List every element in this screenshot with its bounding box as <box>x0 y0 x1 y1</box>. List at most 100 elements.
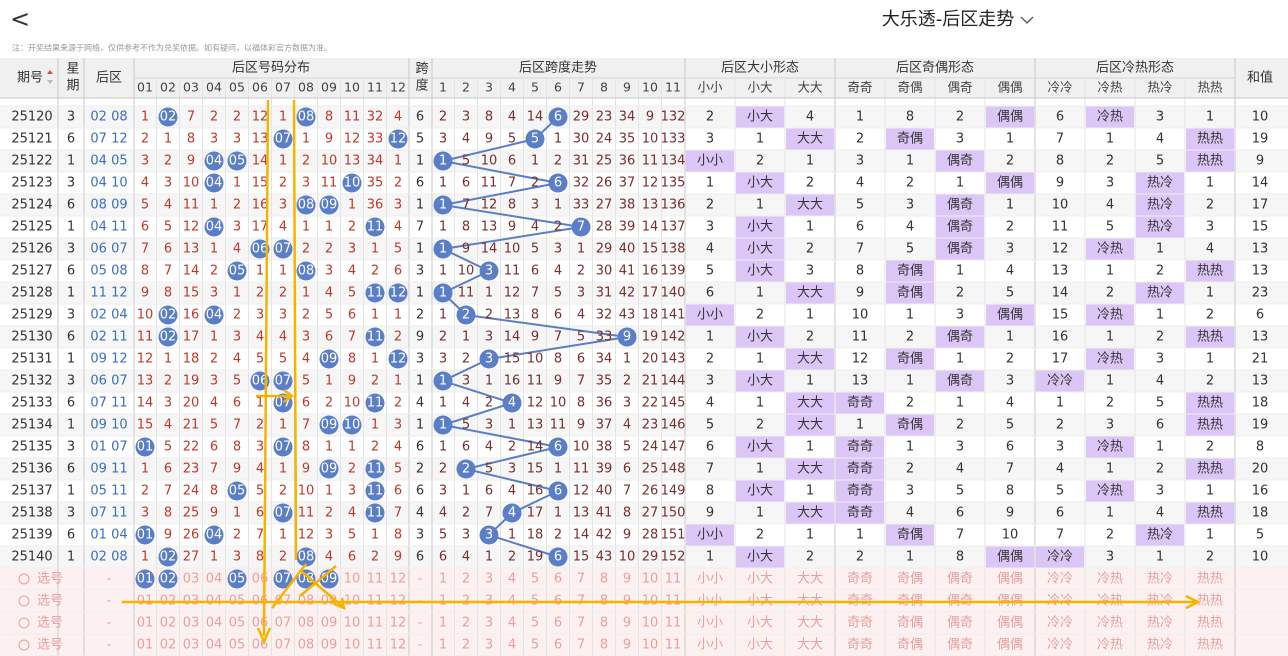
select-number[interactable]: 01 <box>137 638 154 653</box>
select-size[interactable]: 小小 <box>697 638 723 653</box>
select-ch[interactable]: 热冷 <box>1147 572 1173 587</box>
select-span[interactable]: 5 <box>531 638 539 653</box>
select-size[interactable]: 小小 <box>697 572 723 587</box>
select-ch[interactable]: 热冷 <box>1147 616 1173 631</box>
picked-ball[interactable] <box>227 569 247 589</box>
select-oe[interactable]: 奇偶 <box>897 637 923 653</box>
select-oe[interactable]: 偶奇 <box>947 637 973 653</box>
select-ch[interactable]: 冷冷 <box>1047 572 1073 587</box>
select-checkbox[interactable] <box>18 639 30 651</box>
select-span[interactable]: 2 <box>462 616 470 631</box>
select-span[interactable]: 11 <box>665 638 682 653</box>
select-ch[interactable]: 热热 <box>1197 594 1223 609</box>
select-number[interactable]: 12 <box>390 638 407 653</box>
select-label[interactable]: 选号 <box>37 638 63 653</box>
select-span[interactable]: 8 <box>600 616 608 631</box>
picked-number[interactable]: 02 <box>160 572 177 587</box>
select-span[interactable]: 9 <box>623 572 631 587</box>
title-chevron[interactable] <box>1020 16 1034 24</box>
select-ch[interactable]: 冷冷 <box>1047 616 1073 631</box>
select-oe[interactable]: 奇偶 <box>897 615 923 631</box>
select-ch[interactable]: 冷热 <box>1097 616 1123 631</box>
sort-icon[interactable] <box>47 80 53 84</box>
select-number[interactable]: 10 <box>344 572 361 587</box>
select-number[interactable]: 04 <box>206 616 223 631</box>
select-span[interactable]: 10 <box>642 616 659 631</box>
select-span[interactable]: 7 <box>577 572 585 587</box>
select-label[interactable]: 选号 <box>37 572 63 587</box>
select-number[interactable]: 11 <box>367 572 384 587</box>
select-oe[interactable]: 奇奇 <box>847 593 873 609</box>
select-span[interactable]: 11 <box>665 572 682 587</box>
picked-number[interactable]: 01 <box>137 572 154 587</box>
select-number[interactable]: 09 <box>321 616 338 631</box>
picked-number[interactable]: 08 <box>298 572 315 587</box>
select-number[interactable]: 03 <box>183 616 200 631</box>
select-span[interactable]: 2 <box>462 572 470 587</box>
picked-ball[interactable] <box>296 569 316 589</box>
select-size[interactable]: 大大 <box>797 616 823 631</box>
picked-ball[interactable] <box>135 569 155 589</box>
select-span[interactable]: 11 <box>665 616 682 631</box>
select-checkbox[interactable] <box>18 595 30 607</box>
select-number[interactable]: 10 <box>344 638 361 653</box>
select-number[interactable]: 05 <box>229 616 246 631</box>
select-size[interactable]: 小大 <box>747 572 773 587</box>
select-oe[interactable]: 偶偶 <box>997 572 1023 587</box>
select-oe[interactable]: 偶偶 <box>997 616 1023 631</box>
picked-number[interactable]: 09 <box>321 572 338 587</box>
select-ch[interactable]: 热热 <box>1197 616 1223 631</box>
select-number[interactable]: 08 <box>298 616 315 631</box>
picked-number[interactable]: 07 <box>275 572 292 587</box>
select-number[interactable]: 06 <box>252 572 269 587</box>
select-span[interactable]: 7 <box>577 638 585 653</box>
select-oe[interactable]: 偶奇 <box>947 615 973 631</box>
select-ch[interactable]: 冷热 <box>1097 638 1123 653</box>
select-number[interactable]: 04 <box>206 638 223 653</box>
select-span[interactable]: 4 <box>508 638 516 653</box>
select-span[interactable]: 6 <box>554 638 562 653</box>
select-ch[interactable]: 冷热 <box>1097 572 1123 587</box>
select-size[interactable]: 大大 <box>797 572 823 587</box>
select-span[interactable]: 1 <box>439 572 447 587</box>
select-number[interactable]: 01 <box>137 616 154 631</box>
select-number[interactable]: 12 <box>390 616 407 631</box>
select-span[interactable]: 3 <box>485 616 493 631</box>
select-span[interactable]: 5 <box>531 616 539 631</box>
select-oe[interactable]: 奇偶 <box>897 593 923 609</box>
select-span[interactable]: 2 <box>462 638 470 653</box>
select-number[interactable]: 07 <box>275 638 292 653</box>
select-oe[interactable]: 偶奇 <box>947 571 973 587</box>
select-number[interactable]: 09 <box>321 638 338 653</box>
select-span[interactable]: 4 <box>508 616 516 631</box>
select-span[interactable]: 10 <box>642 638 659 653</box>
select-size[interactable]: 小大 <box>747 616 773 631</box>
sort-icon[interactable] <box>47 70 53 74</box>
select-oe[interactable]: 奇奇 <box>847 637 873 653</box>
select-number[interactable]: 12 <box>390 572 407 587</box>
select-span[interactable]: 10 <box>642 572 659 587</box>
select-oe[interactable]: 奇偶 <box>897 571 923 587</box>
select-span[interactable]: 4 <box>508 572 516 587</box>
select-number[interactable]: 02 <box>160 638 177 653</box>
select-span[interactable]: 3 <box>485 638 493 653</box>
back-button[interactable]: < <box>10 5 30 33</box>
select-size[interactable]: 小小 <box>697 616 723 631</box>
picked-ball[interactable] <box>158 569 178 589</box>
select-span[interactable]: 6 <box>554 572 562 587</box>
select-number[interactable]: 10 <box>344 616 361 631</box>
select-checkbox[interactable] <box>18 573 30 585</box>
select-span[interactable]: 1 <box>439 638 447 653</box>
select-span[interactable]: 5 <box>531 572 539 587</box>
select-span[interactable]: 3 <box>485 572 493 587</box>
select-checkbox[interactable] <box>18 617 30 629</box>
select-oe[interactable]: 奇奇 <box>847 571 873 587</box>
select-ch[interactable]: 冷冷 <box>1047 638 1073 653</box>
select-span[interactable]: 8 <box>600 572 608 587</box>
select-span[interactable]: 9 <box>623 638 631 653</box>
select-number[interactable]: 04 <box>206 572 223 587</box>
select-ch[interactable]: 热热 <box>1197 638 1223 653</box>
select-label[interactable]: 选号 <box>37 594 63 609</box>
select-number[interactable]: 11 <box>367 638 384 653</box>
page-title[interactable]: 大乐透-后区走势 <box>882 9 1015 30</box>
